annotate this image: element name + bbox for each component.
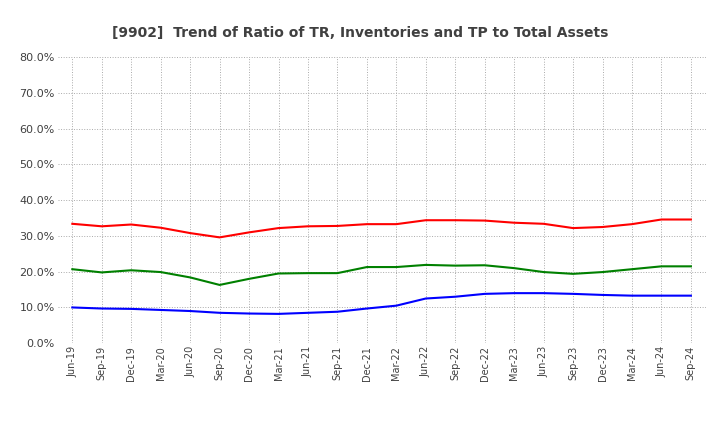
Trade Receivables xyxy=(628,221,636,227)
Trade Payables xyxy=(657,264,666,269)
Trade Receivables xyxy=(304,224,312,229)
Trade Receivables xyxy=(68,221,76,227)
Trade Receivables xyxy=(333,223,342,229)
Trade Receivables xyxy=(451,217,459,223)
Trade Receivables xyxy=(245,230,253,235)
Inventories xyxy=(215,310,224,315)
Trade Receivables xyxy=(97,224,106,229)
Line: Inventories: Inventories xyxy=(72,293,691,314)
Inventories xyxy=(392,303,400,308)
Inventories xyxy=(68,305,76,310)
Trade Receivables xyxy=(392,221,400,227)
Trade Payables xyxy=(598,269,607,275)
Trade Receivables xyxy=(598,224,607,230)
Inventories xyxy=(156,307,165,312)
Inventories xyxy=(97,306,106,311)
Line: Trade Payables: Trade Payables xyxy=(72,265,691,285)
Trade Payables xyxy=(687,264,696,269)
Inventories xyxy=(363,306,372,311)
Inventories xyxy=(127,306,135,312)
Trade Payables xyxy=(363,264,372,270)
Trade Receivables xyxy=(127,222,135,227)
Trade Payables xyxy=(569,271,577,276)
Trade Payables xyxy=(215,282,224,288)
Inventories xyxy=(245,311,253,316)
Trade Payables xyxy=(186,275,194,280)
Trade Payables xyxy=(245,276,253,282)
Trade Receivables xyxy=(480,218,489,223)
Trade Payables xyxy=(392,264,400,270)
Inventories xyxy=(480,291,489,297)
Trade Payables xyxy=(480,263,489,268)
Trade Payables xyxy=(451,263,459,268)
Trade Receivables xyxy=(510,220,518,225)
Trade Receivables xyxy=(215,235,224,240)
Text: [9902]  Trend of Ratio of TR, Inventories and TP to Total Assets: [9902] Trend of Ratio of TR, Inventories… xyxy=(112,26,608,40)
Inventories xyxy=(510,290,518,296)
Trade Receivables xyxy=(274,225,283,231)
Trade Receivables xyxy=(657,217,666,222)
Trade Payables xyxy=(127,268,135,273)
Trade Payables xyxy=(304,271,312,276)
Inventories xyxy=(421,296,430,301)
Trade Payables xyxy=(274,271,283,276)
Trade Payables xyxy=(97,270,106,275)
Trade Receivables xyxy=(156,225,165,231)
Inventories xyxy=(687,293,696,298)
Trade Receivables xyxy=(186,231,194,236)
Trade Payables xyxy=(539,269,548,275)
Trade Payables xyxy=(510,265,518,271)
Trade Payables xyxy=(68,267,76,272)
Trade Payables xyxy=(333,271,342,276)
Inventories xyxy=(657,293,666,298)
Trade Receivables xyxy=(539,221,548,227)
Trade Payables xyxy=(628,267,636,272)
Inventories xyxy=(451,294,459,299)
Inventories xyxy=(569,291,577,297)
Line: Trade Receivables: Trade Receivables xyxy=(72,220,691,238)
Inventories xyxy=(598,292,607,297)
Trade Receivables xyxy=(569,225,577,231)
Trade Payables xyxy=(156,269,165,275)
Inventories xyxy=(539,290,548,296)
Trade Receivables xyxy=(363,221,372,227)
Inventories xyxy=(304,310,312,315)
Inventories xyxy=(186,308,194,314)
Trade Receivables xyxy=(421,217,430,223)
Inventories xyxy=(274,311,283,316)
Trade Payables xyxy=(421,262,430,268)
Inventories xyxy=(333,309,342,314)
Trade Receivables xyxy=(687,217,696,222)
Inventories xyxy=(628,293,636,298)
